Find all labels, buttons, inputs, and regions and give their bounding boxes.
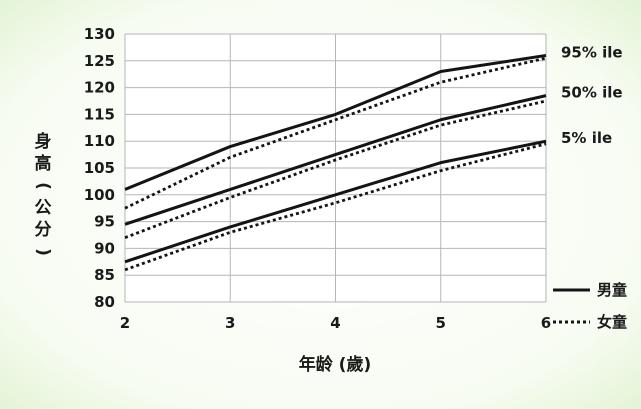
- y-tick-label: 95: [94, 213, 115, 231]
- y-tick-label: 120: [84, 79, 115, 97]
- y-tick-label: 110: [84, 132, 115, 150]
- series-line-solid: [124, 53, 547, 191]
- x-tick-label: 5: [436, 314, 446, 332]
- y-tick-label: 115: [84, 105, 115, 123]
- y-axis-title-char: 公: [35, 198, 52, 218]
- y-tick-label: 80: [94, 293, 115, 311]
- x-tick-label: 2: [120, 314, 130, 332]
- y-axis-title-char: ): [33, 248, 53, 256]
- x-tick-label: 6: [541, 314, 551, 332]
- y-axis-title-char: (: [33, 182, 53, 190]
- series-label: 5% ile: [561, 129, 612, 147]
- x-axis-title: 年龄 (歲): [299, 354, 371, 375]
- x-tick-label: 4: [330, 314, 340, 332]
- series-line-dotted: [124, 99, 547, 239]
- series-labels: 95% ile 50% ile 5% ile: [561, 43, 623, 147]
- series-line-solid: [124, 94, 547, 226]
- y-axis-title-char: 分: [35, 220, 52, 240]
- series-layer: [124, 53, 547, 272]
- series-line-solid: [124, 139, 547, 264]
- legend-label: 女童: [597, 313, 627, 331]
- series-line-dotted: [124, 142, 547, 272]
- y-tick-label: 85: [94, 266, 115, 284]
- y-axis-title-char: 身: [35, 131, 52, 152]
- series-label: 50% ile: [561, 84, 623, 102]
- y-tick-label: 130: [84, 25, 115, 43]
- series-label: 95% ile: [561, 43, 623, 61]
- y-tick-label: 100: [84, 186, 115, 204]
- y-tick-label: 90: [94, 239, 115, 257]
- y-tick-label: 105: [84, 159, 115, 177]
- series-line-dotted: [124, 56, 547, 210]
- y-axis-title: 身高 ( 公分): [33, 131, 53, 256]
- legend-label: 男童: [597, 281, 627, 299]
- y-axis-ticks: 80 85 90 95 100 105 110 115 120 125 130: [84, 25, 115, 311]
- y-tick-label: 125: [84, 52, 115, 70]
- x-tick-label: 3: [225, 314, 235, 332]
- y-axis-title-char: 高: [35, 153, 52, 174]
- x-axis-ticks: 2 3 4 5 6: [120, 314, 551, 332]
